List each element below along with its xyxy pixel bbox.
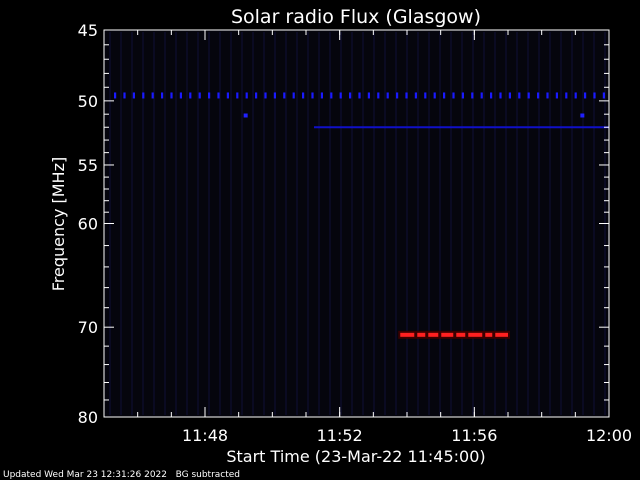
dotted-line-mark (565, 92, 568, 99)
dotted-line-mark (161, 92, 164, 99)
dotted-line-mark (396, 92, 399, 99)
dotted-line-mark (377, 92, 380, 99)
dotted-line-mark (283, 92, 286, 99)
background-streaks (109, 32, 606, 415)
x-tick-label: 11:48 (182, 426, 228, 445)
dotted-line-mark (349, 92, 352, 99)
dotted-line-mark (123, 92, 126, 99)
dotted-line-mark (480, 92, 483, 99)
dotted-line-mark (452, 92, 455, 99)
dotted-line-mark (461, 92, 464, 99)
dotted-line-mark (236, 92, 239, 99)
dotted-line-mark (273, 92, 276, 99)
dotted-line-mark (602, 92, 605, 99)
dotted-line-mark (499, 92, 502, 99)
y-tick-label: 70 (78, 318, 98, 337)
burst-glow (398, 330, 510, 339)
dotted-line-mark (424, 92, 427, 99)
y-tick-label: 55 (78, 156, 98, 175)
dotted-line-mark (518, 92, 521, 99)
dotted-line-mark (546, 92, 549, 99)
chart-title: Solar radio Flux (Glasgow) (231, 6, 481, 28)
dotted-line-mark (170, 92, 173, 99)
dotted-line-mark (593, 92, 596, 99)
dotted-line-mark (217, 92, 220, 99)
burst-segment (417, 332, 426, 337)
y-tick-label: 80 (78, 408, 98, 427)
dotted-line-mark (471, 92, 474, 99)
dotted-line-mark (255, 92, 258, 99)
dotted-line-mark (414, 92, 417, 99)
burst-segment (495, 332, 508, 337)
dotted-line-mark (386, 92, 389, 99)
plot-background (104, 30, 609, 417)
burst-segment (456, 332, 466, 337)
bg-note: BG subtracted (175, 470, 241, 480)
dotted-line-mark (226, 92, 229, 99)
horizontal-band (314, 126, 609, 129)
y-tick-label: 50 (78, 92, 98, 111)
dotted-line-mark (330, 92, 333, 99)
dotted-line-mark (179, 92, 182, 99)
dot-mark (580, 113, 585, 118)
x-axis: 11:48 11:52 11:56 12:00 (137, 30, 632, 445)
dotted-line-mark (208, 92, 211, 99)
x-tick-label: 11:56 (451, 426, 497, 445)
footer-status: Updated Wed Mar 23 12:31:26 2022 BG subt… (3, 470, 240, 480)
dotted-line-mark (198, 92, 201, 99)
dotted-line-mark (555, 92, 558, 99)
burst-segment (441, 332, 454, 337)
dotted-line-mark (339, 92, 342, 99)
dotted-line-mark (490, 92, 493, 99)
x-tick-label: 11:52 (317, 426, 363, 445)
dotted-line-mark (302, 92, 305, 99)
y-tick-label: 45 (78, 21, 98, 40)
y-axis: 45 50 55 60 70 80 (78, 21, 609, 427)
dotted-line-mark (508, 92, 511, 99)
dotted-line-mark (537, 92, 540, 99)
dotted-line-mark (584, 92, 587, 99)
dotted-line-mark (443, 92, 446, 99)
dotted-line-mark (132, 92, 135, 99)
dotted-line-mark (358, 92, 361, 99)
dotted-line-mark (311, 92, 314, 99)
dotted-line-mark (151, 92, 154, 99)
dotted-line-mark (142, 92, 145, 99)
dot-mark (243, 113, 248, 118)
dotted-line-mark (367, 92, 370, 99)
dotted-line-mark (114, 92, 117, 99)
dotted-line-mark (574, 92, 577, 99)
dotted-line-mark (245, 92, 248, 99)
dotted-line-mark (527, 92, 530, 99)
data-features (114, 92, 609, 339)
dotted-line-mark (320, 92, 323, 99)
x-tick-label: 12:00 (586, 426, 632, 445)
burst-segment (468, 332, 483, 337)
updated-timestamp: Updated Wed Mar 23 12:31:26 2022 (3, 470, 167, 480)
burst-segment (428, 332, 439, 337)
burst-segment (485, 332, 493, 337)
y-tick-label: 60 (78, 215, 98, 234)
burst-segment (400, 332, 415, 337)
dotted-line-mark (405, 92, 408, 99)
dotted-line-mark (264, 92, 267, 99)
dotted-line-mark (292, 92, 295, 99)
y-axis-label: Frequency [MHz] (49, 157, 68, 291)
dotted-line-mark (433, 92, 436, 99)
dotted-line-mark (189, 92, 192, 99)
x-axis-label: Start Time (23-Mar-22 11:45:00) (226, 447, 485, 466)
